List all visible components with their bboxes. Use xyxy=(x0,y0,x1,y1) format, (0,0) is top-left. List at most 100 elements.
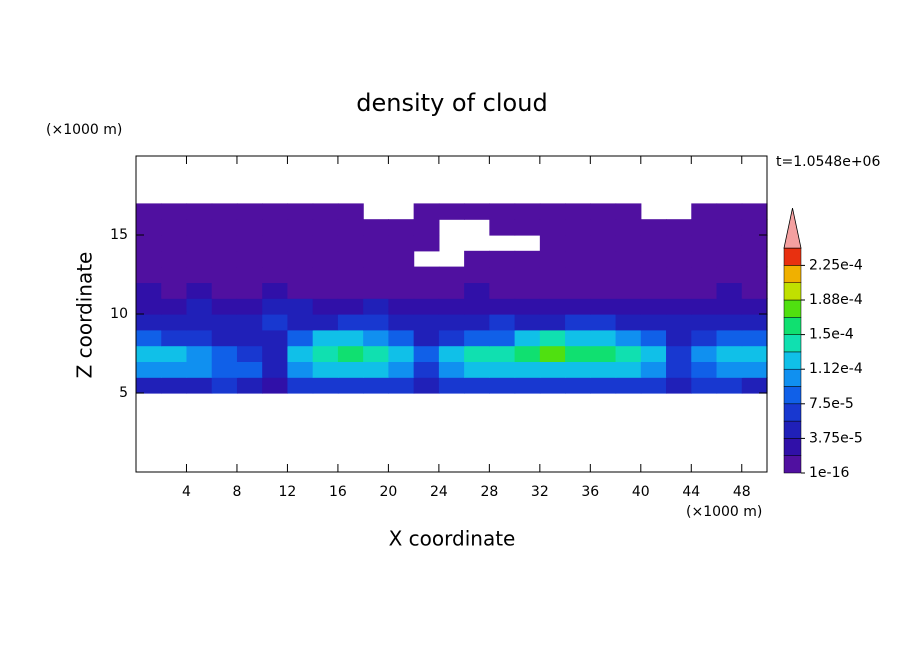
contour-cell xyxy=(136,329,162,347)
contour-cell xyxy=(590,266,617,283)
contour-cell xyxy=(691,361,718,378)
contour-cell xyxy=(211,282,238,299)
contour-cell xyxy=(741,250,768,268)
contour-cell xyxy=(539,235,566,252)
contour-cell xyxy=(514,219,541,236)
contour-cell xyxy=(438,266,465,283)
contour-cell xyxy=(590,219,617,236)
annotation: t=1.0548e+06 xyxy=(776,154,880,170)
x-tick-label: 28 xyxy=(480,484,498,500)
contour-cell xyxy=(514,345,541,362)
contour-cell xyxy=(287,298,314,315)
contour-cell xyxy=(413,219,440,236)
contour-cell xyxy=(539,329,566,347)
contour-cell xyxy=(363,282,389,299)
contour-cell xyxy=(565,345,591,362)
contour-cell xyxy=(716,329,743,347)
contour-cell xyxy=(136,361,162,378)
contour-cell xyxy=(565,329,591,347)
colorbar-tick-label: 7.5e-5 xyxy=(809,396,854,412)
chart-title: density of cloud xyxy=(356,89,547,117)
contour-cell xyxy=(464,203,490,220)
contour-cell xyxy=(337,266,364,283)
contour-cell xyxy=(741,219,768,236)
contour-cell xyxy=(136,235,162,252)
contour-cell xyxy=(666,235,692,252)
contour-cell xyxy=(565,377,591,394)
contour-cell xyxy=(615,345,642,362)
contour-cell xyxy=(388,282,415,299)
contour-field xyxy=(136,203,768,394)
contour-cell xyxy=(337,235,364,252)
contour-cell xyxy=(161,377,188,394)
contour-cell xyxy=(363,219,389,236)
contour-cell xyxy=(388,250,415,268)
colorbar-tick-label: 2.25e-4 xyxy=(809,257,863,273)
contour-cell xyxy=(186,298,213,315)
colorbar-band xyxy=(783,282,802,301)
contour-cell xyxy=(489,219,516,236)
contour-cell xyxy=(539,203,566,220)
colorbar-band xyxy=(783,334,802,353)
contour-cell xyxy=(161,266,188,283)
contour-cell xyxy=(514,250,541,268)
y-unit: (×1000 m) xyxy=(46,122,122,138)
contour-cell xyxy=(514,314,541,331)
contour-cell xyxy=(363,314,389,331)
contour-cell xyxy=(136,250,162,268)
contour-cell xyxy=(287,377,314,394)
contour-cell xyxy=(262,361,289,378)
contour-cell xyxy=(161,250,188,268)
contour-cell xyxy=(186,345,213,362)
contour-cell xyxy=(287,329,314,347)
contour-cell xyxy=(464,345,490,362)
contour-cell xyxy=(236,282,263,299)
contour-cell xyxy=(337,203,364,220)
contour-cell xyxy=(413,377,440,394)
contour-cell xyxy=(136,282,162,299)
contour-cell xyxy=(236,219,263,236)
contour-cell xyxy=(539,219,566,236)
contour-cell xyxy=(741,377,768,394)
contour-cell xyxy=(312,314,339,331)
x-axis-label: X coordinate xyxy=(389,527,516,551)
contour-cell xyxy=(161,314,188,331)
contour-cell xyxy=(565,298,591,315)
contour-cell xyxy=(590,345,617,362)
contour-cell xyxy=(236,361,263,378)
contour-cell xyxy=(413,235,440,252)
contour-cell xyxy=(741,282,768,299)
contour-cell xyxy=(615,361,642,378)
contour-cell xyxy=(161,235,188,252)
contour-cell xyxy=(262,377,289,394)
contour-cell xyxy=(388,377,415,394)
contour-cell xyxy=(716,361,743,378)
contour-cell xyxy=(413,266,440,283)
contour-cell xyxy=(161,345,188,362)
contour-cell xyxy=(741,203,768,220)
contour-cell xyxy=(489,377,516,394)
contour-cell xyxy=(312,377,339,394)
contour-cell xyxy=(413,329,440,347)
contour-cell xyxy=(312,203,339,220)
contour-cell xyxy=(464,329,490,347)
contour-cell xyxy=(464,361,490,378)
contour-cell xyxy=(337,250,364,268)
colorbar-band xyxy=(783,403,802,422)
contour-cell xyxy=(363,250,389,268)
contour-cell xyxy=(186,329,213,347)
contour-cell xyxy=(640,329,667,347)
colorbar-band xyxy=(783,351,802,370)
y-tick-label: 10 xyxy=(110,306,128,322)
contour-cell xyxy=(413,203,440,220)
contour-cell xyxy=(716,219,743,236)
contour-cell xyxy=(716,298,743,315)
contour-cell xyxy=(489,345,516,362)
contour-cell xyxy=(489,266,516,283)
contour-cell xyxy=(161,203,188,220)
contour-cell xyxy=(640,345,667,362)
x-tick-label: 16 xyxy=(329,484,347,500)
contour-cell xyxy=(337,282,364,299)
contour-cell xyxy=(388,235,415,252)
contour-cell xyxy=(565,219,591,236)
